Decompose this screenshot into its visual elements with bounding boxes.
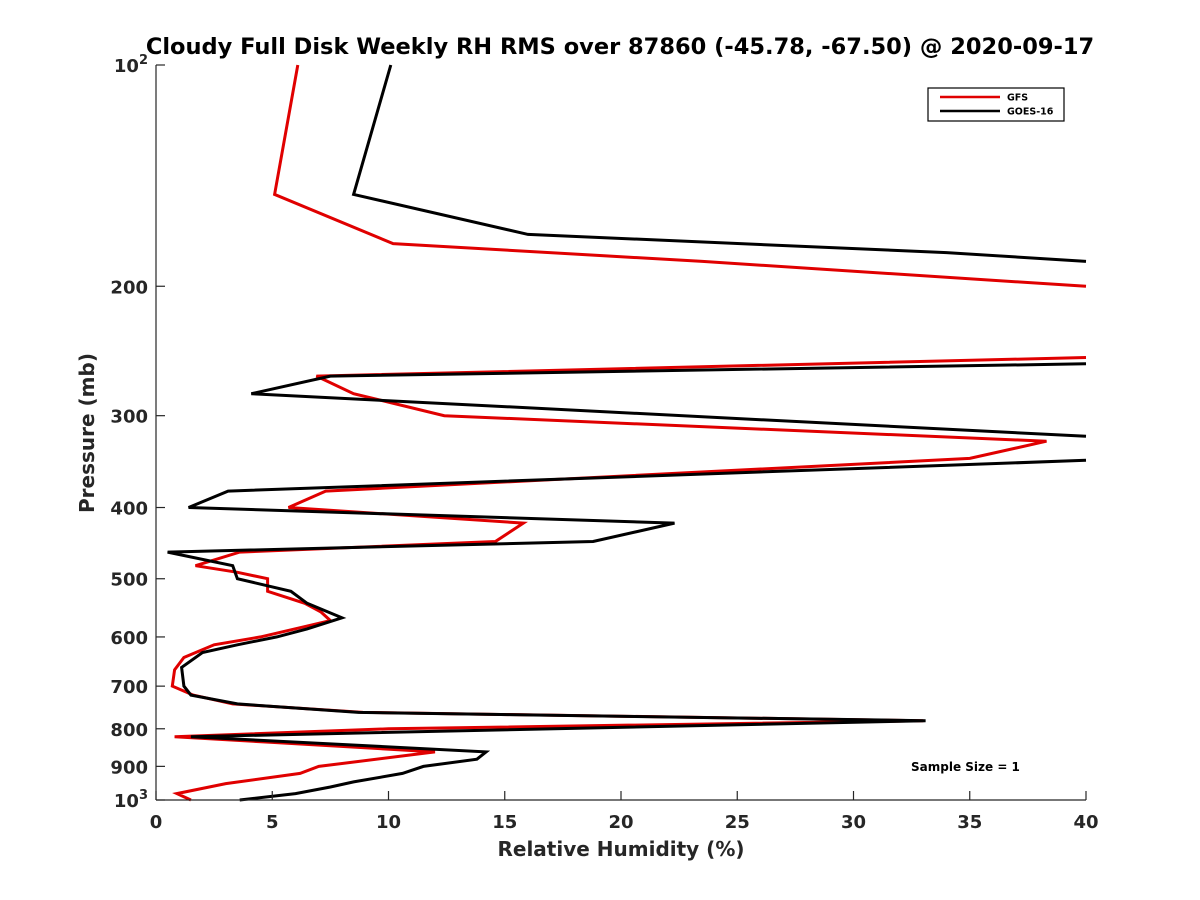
y-tick-label: 600 <box>110 628 148 649</box>
x-tick-label: 25 <box>725 812 750 833</box>
series-line-gfs <box>170 64 1087 802</box>
x-tick-label: 35 <box>957 812 982 833</box>
x-axis-ticks: 0 5 10 15 20 25 30 35 40 <box>150 791 1099 833</box>
x-tick-label: 30 <box>841 812 866 833</box>
axes <box>155 65 1086 801</box>
x-tick-label: 15 <box>492 812 517 833</box>
y-axis-ticks: 102 200 300 400 500 600 700 800 900 103 <box>110 53 165 812</box>
y-tick-label: 200 <box>110 277 148 298</box>
legend-label-gfs: GFS <box>1007 93 1028 104</box>
chart-title: Cloudy Full Disk Weekly RH RMS over 8786… <box>146 34 1094 60</box>
y-tick-label: 500 <box>110 570 148 591</box>
x-tick-label: 0 <box>150 812 163 833</box>
x-axis-label: Relative Humidity (%) <box>497 837 744 861</box>
y-tick-label: 102 <box>114 53 148 77</box>
sample-size-annotation: Sample Size = 1 <box>911 760 1020 774</box>
legend: GFS GOES-16 <box>927 87 1065 122</box>
x-tick-label: 5 <box>266 812 279 833</box>
series-line-goes-16 <box>167 64 1087 802</box>
legend-box <box>927 87 1065 122</box>
x-tick-label: 10 <box>376 812 401 833</box>
legend-label-goes16: GOES-16 <box>1007 107 1054 118</box>
x-tick-label: 40 <box>1073 812 1098 833</box>
y-tick-label: 400 <box>110 499 148 520</box>
y-tick-label: 900 <box>110 757 148 778</box>
x-tick-label: 20 <box>608 812 633 833</box>
y-tick-label: 300 <box>110 407 148 428</box>
y-axis-label: Pressure (mb) <box>75 353 99 513</box>
plot-area <box>167 64 1087 802</box>
y-tick-label: 800 <box>110 720 148 741</box>
y-tick-label: 700 <box>110 677 148 698</box>
y-tick-label: 103 <box>114 788 148 812</box>
